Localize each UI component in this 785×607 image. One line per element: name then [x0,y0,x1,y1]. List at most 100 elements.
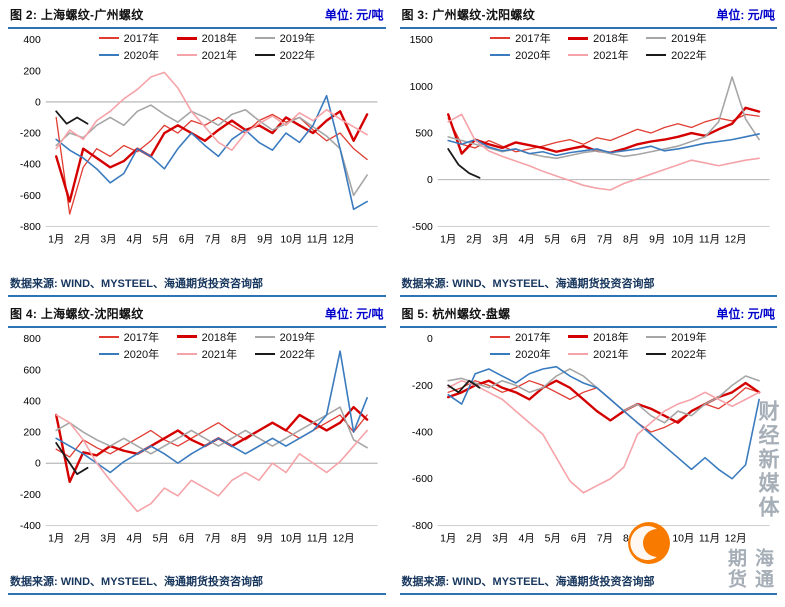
x-tick-label: 1月 [48,532,64,544]
legend-label: 2020年 [123,348,160,361]
x-tick-label: 4月 [518,233,534,245]
legend-item: 2020年 [98,47,177,63]
x-tick-label: 7月 [205,532,221,544]
x-tick-label: 4月 [126,233,142,245]
y-tick-label: -500 [411,222,432,233]
panel-header: 图 4: 上海螺纹-沈阳螺纹 单位: 元/吨 [8,303,386,328]
x-tick-label: 7月 [596,532,612,544]
legend-line-swatch [98,54,119,56]
chart-legend: 2017年 2018年 2019年 2020年 2021年 2022年 [490,30,724,63]
y-tick-label: -200 [20,129,41,140]
x-tick-label: 7月 [596,233,612,245]
y-tick-label: -600 [411,474,432,485]
legend-item: 2020年 [98,346,177,362]
legend-line-swatch [568,352,589,355]
chart-panel-fig5: 图 5: 杭州螺纹-盘螺 单位: 元/吨 2017年 2018年 2019年 2020… [399,303,778,595]
y-tick-label: -200 [20,489,41,500]
y-tick-label: 600 [23,365,41,376]
series-line-2021年 [55,413,368,512]
x-tick-label: 2月 [466,532,482,544]
legend-item: 2017年 [98,329,177,345]
legend-label: 2021年 [201,50,238,62]
y-tick-label: -400 [411,427,432,438]
unit-label: 单位: 元/吨 [716,306,775,321]
x-tick-label: 10月 [280,532,302,544]
x-tick-label: 6月 [179,532,195,544]
legend-item: 2017年 [98,30,177,46]
legend-item: 2020年 [490,346,568,362]
x-tick-label: 2月 [74,532,90,544]
chart-title: 图 4: 上海螺纹-沈阳螺纹 [10,306,144,321]
legend-label: 2022年 [671,348,707,361]
series-line-2018年 [54,110,369,203]
x-tick-label: 4月 [126,532,142,544]
legend-line-swatch [176,36,197,40]
series-line-2020年 [55,94,368,211]
x-tick-label: 9月 [257,233,273,245]
line-chart-fig4: 800 600 400 200 0 -200 -400 1月 2月 3月 4月 5月 6月 7月 8月 9月 1… [20,334,378,544]
y-tick-label: 500 [415,129,433,140]
chart-area: 2017年 2018年 2019年 2020年 2021年 2022年 0 -200 -400… [400,328,778,571]
legend-item: 2022年 [254,47,333,63]
x-tick-label: 11月 [307,233,328,245]
legend-label: 2017年 [123,331,160,344]
x-tick-label: 9月 [649,532,665,544]
legend-label: 2021年 [593,50,629,62]
legend-item: 2020年 [490,47,568,63]
legend-line-swatch [254,54,275,56]
series-line-2019年 [55,104,368,197]
panel-header: 图 3: 广州螺纹-沈阳螺纹 单位: 元/吨 [399,4,777,29]
series-line-2020年 [446,365,760,480]
legend-item: 2022年 [646,47,724,63]
legend-label: 2018年 [201,331,238,344]
series-line-2020年 [446,133,760,157]
x-tick-label: 12月 [724,233,746,245]
y-tick-label: 1000 [409,82,432,93]
y-tick-label: 0 [426,334,432,345]
legend-item: 2019年 [254,329,333,345]
x-tick-label: 6月 [179,233,195,245]
y-tick-label: -200 [411,380,432,391]
x-tick-label: 5月 [544,532,560,544]
chart-title: 图 2: 上海螺纹-广州螺纹 [10,8,144,22]
legend-item: 2021年 [568,47,646,63]
chart-area: 2017年 2018年 2019年 2020年 2021年 2022年 1500 1000 5… [400,29,778,272]
series-line-2022年 [55,441,89,475]
line-chart-fig5: 0 -200 -400 -600 -800 1月 2月 3月 4月 5月 6月 7月 8月 9月 10月 11… [411,334,770,544]
x-tick-label: 2月 [466,233,482,245]
legend-label: 2022年 [671,50,707,62]
legend-line-swatch [490,54,511,56]
series-line-2018年 [446,106,760,155]
legend-line-swatch [568,36,589,40]
unit-label: 单位: 元/吨 [716,8,775,22]
x-tick-label: 4月 [518,532,534,544]
x-tick-label: 8月 [231,233,247,245]
legend-line-swatch [568,54,589,56]
y-tick-label: 1500 [409,35,432,46]
y-tick-label: 0 [35,97,41,108]
legend-label: 2018年 [201,33,238,45]
legend-line-swatch [176,352,197,355]
series-line-2019年 [446,76,760,160]
series-line-2022年 [446,379,480,393]
legend-line-swatch [98,37,119,39]
legend-label: 2020年 [515,50,551,62]
x-tick-label: 5月 [153,532,169,544]
legend-line-swatch [98,352,119,355]
x-tick-label: 6月 [570,233,586,245]
data-source: 数据来源: WIND、MYSTEEL、海通期货投资咨询部 [399,570,777,595]
x-tick-label: 5月 [153,233,169,245]
legend-line-swatch [98,335,119,338]
legend-item: 2022年 [254,346,333,362]
x-tick-label: 3月 [100,233,116,245]
y-tick-label: -400 [20,160,41,171]
legend-line-swatch [568,335,589,338]
legend-item: 2021年 [176,346,255,362]
legend-line-swatch [490,37,511,39]
series-line-2021年 [446,379,760,494]
legend-line-swatch [646,352,667,355]
x-tick-label: 7月 [205,233,221,245]
legend-line-swatch [646,335,667,338]
legend-label: 2017年 [123,33,160,45]
